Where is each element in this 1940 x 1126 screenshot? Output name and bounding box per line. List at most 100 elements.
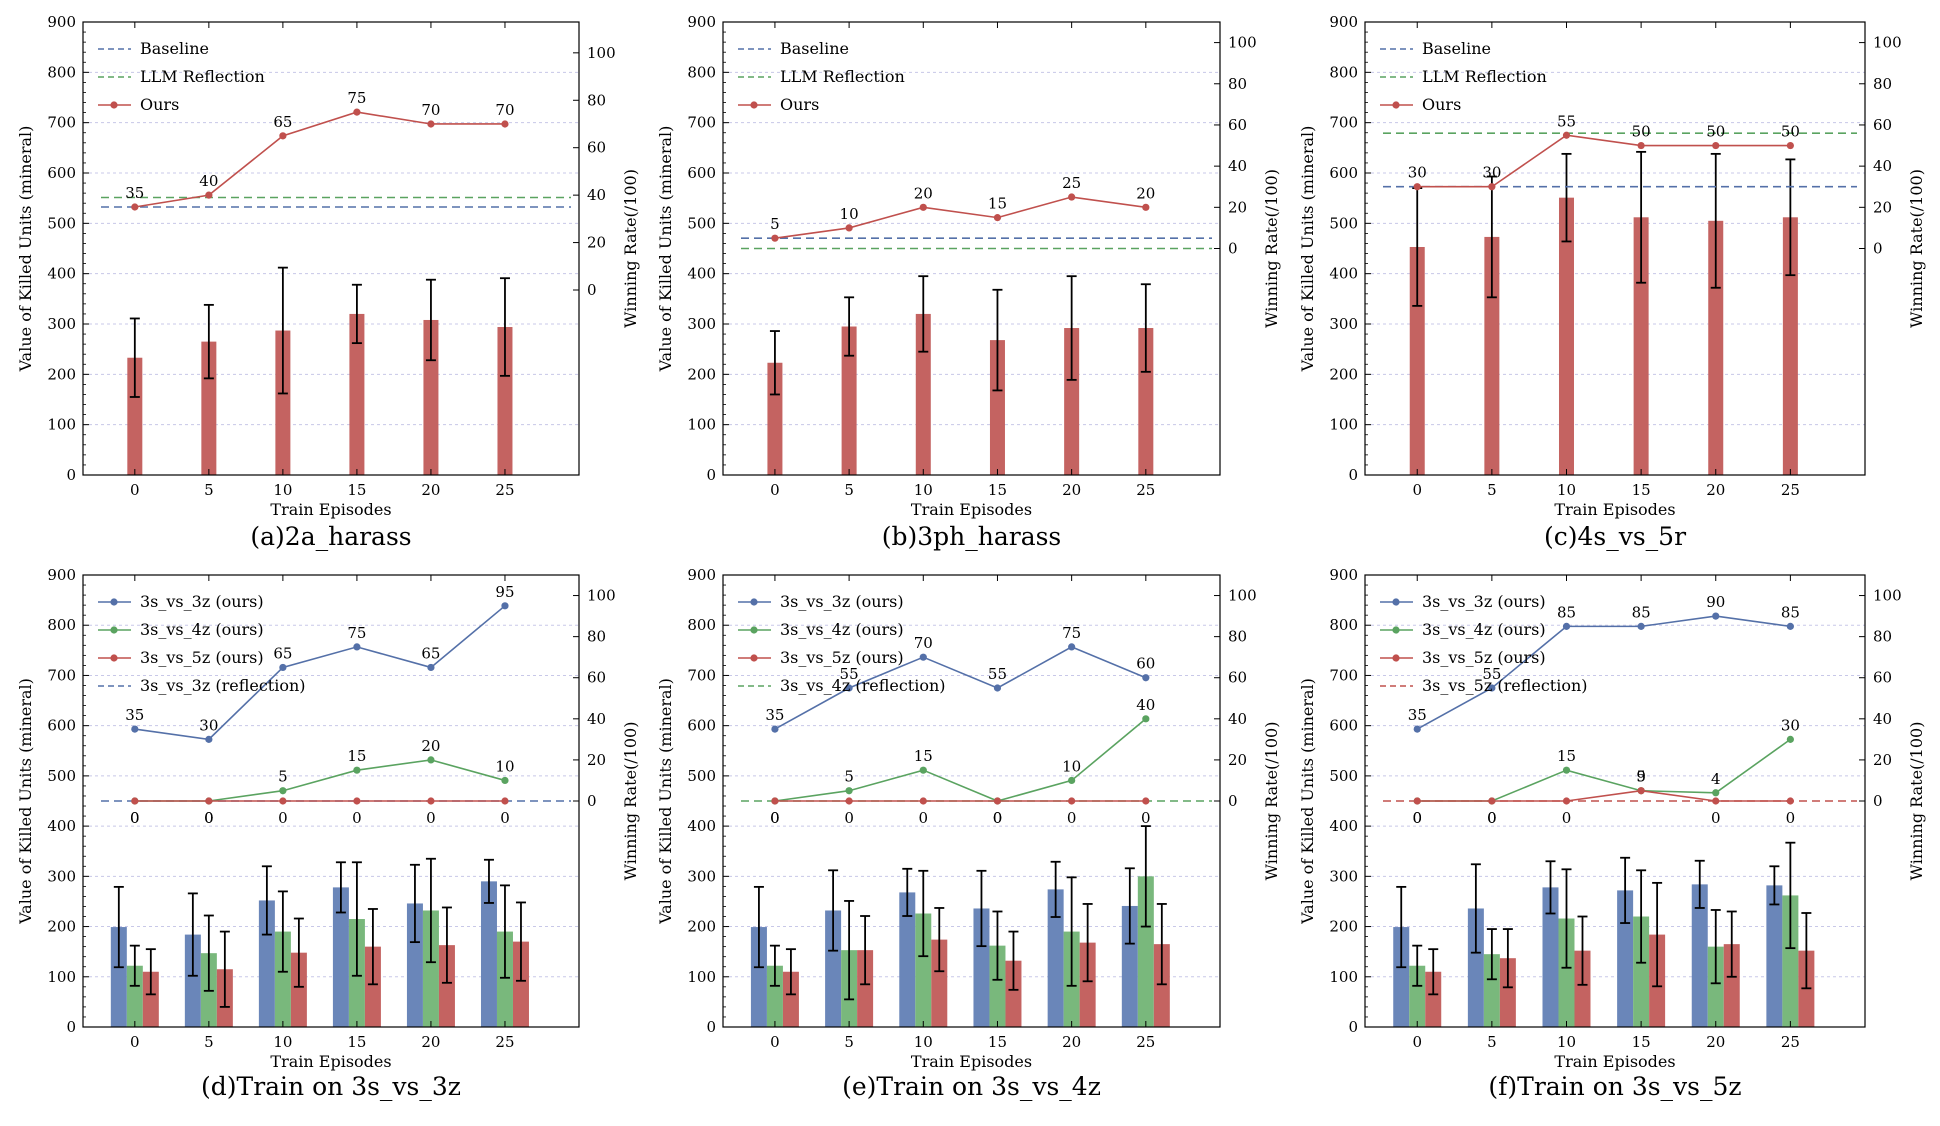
bar [1409,246,1425,475]
x-axis-title: Train Episodes [911,500,1032,519]
bar [857,950,874,1027]
legend-marker [1392,598,1400,606]
data-label: 60 [1136,655,1155,673]
x-tick-label: 20 [1062,1033,1081,1051]
series-marker [993,214,1002,222]
series-marker [1142,715,1150,723]
x-tick-label: 15 [1632,1033,1651,1051]
bar [274,931,291,1027]
series-marker [771,725,779,733]
series-marker [353,797,361,805]
legend-label: Baseline [1422,39,1491,58]
legend-label: 3s_vs_5z (reflection) [1422,676,1588,695]
data-label: 0 [426,809,436,827]
y2-tick-label: 0 [1228,792,1238,810]
data-label: 0 [919,809,929,827]
series-marker [1068,776,1076,785]
y2-tick-label: 0 [587,281,597,299]
x-tick-label: 10 [1557,1033,1576,1051]
data-label: 0 [352,809,362,827]
legend-label: LLM Reflection [780,67,905,86]
legend-marker [1392,654,1400,662]
y2-tick-label: 100 [1873,587,1902,605]
x-tick-label: 25 [1781,1033,1800,1051]
y-tick-label: 800 [47,63,76,81]
series-marker [131,797,139,805]
series-marker [845,224,853,232]
bar [406,903,423,1027]
y-tick-label: 900 [47,566,76,584]
series-marker [353,766,361,774]
data-label: 0 [1067,809,1077,827]
x-axis-title: Train Episodes [270,500,391,519]
y-tick-label: 100 [47,968,76,986]
y-tick-label: 400 [687,265,716,283]
data-label: 75 [347,89,366,107]
data-label: 0 [1487,809,1497,827]
y2-tick-label: 60 [1228,116,1247,134]
y-tick-label: 900 [1329,13,1358,31]
data-label: 25 [1062,174,1081,192]
y-tick-label: 800 [1329,616,1358,634]
x-tick-label: 5 [844,481,854,499]
series-marker [1413,183,1421,191]
data-label: 15 [347,747,366,765]
bar [782,971,799,1027]
data-label: 0 [1711,809,1721,827]
bar [989,945,1006,1027]
data-label: 35 [125,184,144,202]
x-tick-label: 5 [204,1033,214,1051]
x-tick-label: 15 [347,1033,366,1051]
x-tick-label: 25 [1136,481,1155,499]
legend-marker [750,101,758,109]
bar [126,965,143,1027]
y2-tick-label: 40 [1873,157,1892,175]
series-marker [771,234,779,242]
bar [841,326,857,475]
series-marker [919,766,927,774]
y2-tick-label: 40 [1228,710,1247,728]
series-marker [1413,797,1421,805]
y2-tick-label: 20 [1228,751,1247,769]
series-line [1417,134,1791,188]
series-marker [1562,766,1571,774]
y2-tick-label: 60 [1873,116,1892,134]
series-marker [1712,612,1720,620]
y-tick-label: 900 [687,566,716,584]
y2-tick-label: 80 [1873,75,1892,93]
y2-tick-label: 0 [1228,240,1238,258]
data-label: 85 [1781,603,1800,621]
series-marker [501,120,509,128]
series-marker [1488,183,1496,191]
legend-label: 3s_vs_5z (ours) [140,648,264,667]
series-marker [919,203,927,211]
y-tick-label: 200 [1329,365,1358,383]
data-label: 0 [993,809,1003,827]
data-label: 5 [844,768,854,786]
x-tick-label: 20 [1062,481,1081,499]
x-tick-label: 25 [495,481,514,499]
bar [332,887,349,1027]
bar [931,939,948,1027]
y-tick-label: 400 [1329,817,1358,835]
y-axis-title: Value of Killed Units (mineral) [656,126,675,373]
series-line [774,196,1146,239]
series-marker [279,797,287,805]
series-marker [993,797,1002,805]
data-label: 70 [421,101,440,119]
y-tick-label: 0 [706,466,716,484]
bar [1633,217,1649,475]
x-tick-label: 0 [130,481,140,499]
bar [1691,884,1708,1027]
axes-frame [82,21,580,476]
legend-label: Ours [780,95,819,114]
data-label: 15 [914,747,933,765]
y-tick-label: 500 [1329,214,1358,232]
bar [915,313,931,475]
bar [1467,908,1484,1027]
bar [989,340,1005,475]
x-tick-label: 10 [273,481,292,499]
y-axis-title: Value of Killed Units (mineral) [1298,126,1317,373]
data-label: 90 [1706,593,1725,611]
